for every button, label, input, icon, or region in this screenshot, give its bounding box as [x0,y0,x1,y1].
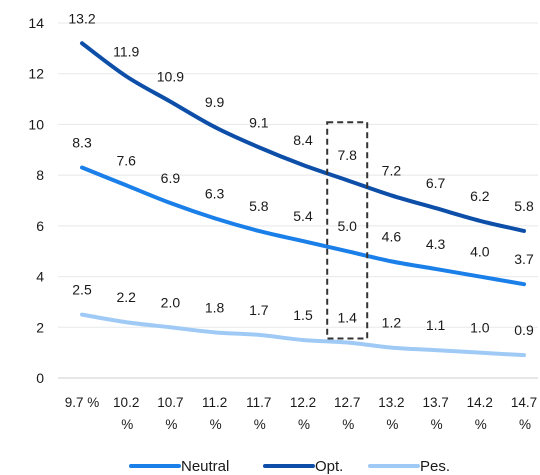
x-tick-label-unit: % [342,417,354,432]
x-tick-label-unit: % [298,417,310,432]
data-label: 4.0 [470,244,490,260]
legend-label: Neutral [181,458,229,475]
data-label: 2.5 [72,282,92,298]
x-tick-label: 12.2 [290,395,316,410]
data-label: 5.4 [293,208,313,224]
y-tick-label: 0 [36,370,44,386]
data-label: 7.2 [382,162,402,178]
y-tick-label: 2 [36,319,44,335]
x-tick-label: 9.7 % [65,395,100,410]
x-tick-label: 10.7 [157,395,183,410]
data-label: 1.5 [293,307,313,323]
y-tick-label: 14 [28,15,44,31]
x-tick-label-unit: % [210,417,222,432]
data-label: 8.4 [293,132,313,148]
x-tick-label: 10.2 [113,395,139,410]
data-label: 8.3 [72,135,92,151]
x-tick-label: 13.2 [378,395,404,410]
x-axis-ticks: 9.7 % 10.2% 10.7% 11.2% 11.7% 12.2% 12.7% 13.2%… [65,395,537,432]
data-label: 13.2 [68,10,95,26]
x-tick-label: 14.7 [511,395,537,410]
data-label: 9.9 [205,94,225,110]
x-tick-label: 13.7 [422,395,448,410]
data-label: 6.7 [426,175,446,191]
highlight-box-layer [326,121,369,340]
legend-label: Pes. [420,458,450,475]
x-tick-label-unit: % [519,417,531,432]
data-label: 1.8 [205,299,225,315]
data-label: 1.7 [249,302,269,318]
series-line-pes [80,312,526,358]
y-tick-label: 6 [36,218,44,234]
data-label: 1.0 [470,320,490,336]
data-labels: 8.3 7.6 6.9 6.3 5.8 5.4 5.0 4.6 4.3 4.0 3.7 13.2 11.… [68,10,534,338]
data-label: 10.9 [157,69,184,85]
data-label: 5.8 [249,198,269,214]
x-tick-label-unit: % [475,417,487,432]
legend-label: Opt. [315,458,343,475]
y-tick-label: 4 [36,269,44,285]
data-label: 2.0 [161,294,181,310]
x-tick-label: 11.2 [202,395,227,410]
data-label: 3.7 [514,251,534,267]
data-label: 0.9 [514,322,534,338]
data-label: 6.3 [205,185,225,201]
data-label: 1.1 [426,317,446,333]
x-tick-label-unit: % [254,417,266,432]
x-tick-label-unit: % [121,417,133,432]
data-label: 7.8 [337,147,357,163]
data-label: 4.6 [382,228,402,244]
y-tick-label: 10 [28,116,44,132]
y-tick-label: 12 [28,66,44,82]
series-line-neutral [80,165,526,287]
x-tick-label-unit: % [386,417,398,432]
x-tick-label: 11.7 [246,395,271,410]
data-label: 1.4 [337,310,357,326]
gridlines [58,22,538,379]
x-tick-label: 14.2 [467,395,493,410]
legend: Neutral Opt. Pes. [129,458,450,475]
data-label: 2.2 [116,289,136,305]
data-label: 11.9 [113,43,139,59]
data-label: 7.6 [116,152,136,168]
series-line-opt [80,41,526,233]
data-label: 1.2 [382,315,402,331]
data-label: 5.8 [514,198,534,214]
y-tick-label: 8 [36,167,44,183]
data-label: 5.0 [337,218,357,234]
highlight-box [326,121,369,340]
y-axis-ticks: 0 2 4 6 8 10 12 14 [28,15,44,386]
data-label: 9.1 [249,114,269,130]
x-tick-label: 12.7 [334,395,360,410]
x-tick-label-unit: % [165,417,177,432]
data-label: 4.3 [426,236,446,252]
data-label: 6.2 [470,188,490,204]
data-label: 6.9 [161,170,181,186]
series-lines [80,41,526,358]
x-tick-label-unit: % [431,417,443,432]
